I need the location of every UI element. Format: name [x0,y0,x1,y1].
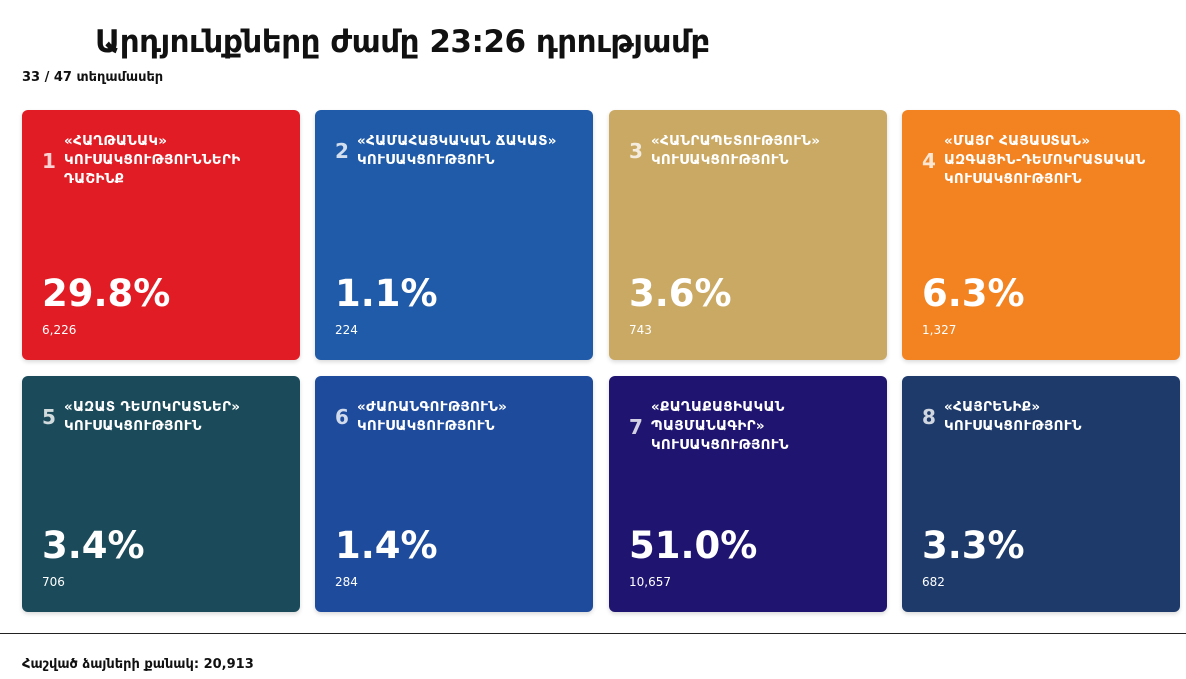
party-card: 6«ԺԱՌԱՆԳՈՒԹՅՈՒՆ» ԿՈՒՍԱԿՑՈՒԹՅՈՒՆ 1.4% 284 [315,376,593,612]
party-header: 2«ՀԱՄԱՀԱՅԿԱԿԱՆ ՃԱԿԱՏ» ԿՈՒՍԱԿՑՈՒԹՅՈՒՆ [335,132,579,170]
party-number: 7 [629,415,651,439]
party-name: «ԺԱՌԱՆԳՈՒԹՅՈՒՆ» ԿՈՒՍԱԿՑՈՒԹՅՈՒՆ [357,398,579,436]
party-card: 7«ՔԱՂԱՔԱՑԻԱԿԱՆ ՊԱՅՄԱՆԱԳԻՐ» ԿՈՒՍԱԿՑՈՒԹՅՈՒ… [609,376,887,612]
party-header: 8«ՀԱՅՐԵՆԻՔ» ԿՈՒՍԱԿՑՈՒԹՅՈՒՆ [922,398,1166,436]
party-header: 7«ՔԱՂԱՔԱՑԻԱԿԱՆ ՊԱՅՄԱՆԱԳԻՐ» ԿՈՒՍԱԿՑՈՒԹՅՈՒ… [629,398,873,455]
party-percent: 51.0% [629,524,757,567]
party-card: 4«ՄԱՅՐ ՀԱՅԱՍՏԱՆ» ԱԶԳԱՅԻՆ-ԴԵՄՈԿՐԱՏԱԿԱՆ ԿՈ… [902,110,1180,360]
divider [0,633,1186,634]
party-percent: 1.4% [335,524,438,567]
party-number: 2 [335,139,357,163]
party-card: 8«ՀԱՅՐԵՆԻՔ» ԿՈՒՍԱԿՑՈՒԹՅՈՒՆ 3.3% 682 [902,376,1180,612]
party-votes: 1,327 [922,323,956,337]
party-name: «ՀԱՆՐԱՊԵՏՈՒԹՅՈՒՆ» ԿՈՒՍԱԿՑՈՒԹՅՈՒՆ [651,132,873,170]
party-name: «ՔԱՂԱՔԱՑԻԱԿԱՆ ՊԱՅՄԱՆԱԳԻՐ» ԿՈՒՍԱԿՑՈՒԹՅՈՒՆ [651,398,873,455]
party-name: «ՀԱՅՐԵՆԻՔ» ԿՈՒՍԱԿՑՈՒԹՅՈՒՆ [944,398,1166,436]
party-votes: 682 [922,575,945,589]
party-percent: 3.3% [922,524,1025,567]
precincts-count: 33 / 47 տեղամասեր [22,70,163,85]
party-number: 1 [42,149,64,173]
party-header: 4«ՄԱՅՐ ՀԱՅԱՍՏԱՆ» ԱԶԳԱՅԻՆ-ԴԵՄՈԿՐԱՏԱԿԱՆ ԿՈ… [922,132,1166,189]
party-number: 6 [335,405,357,429]
party-votes: 6,226 [42,323,76,337]
party-name: «ԱԶԱՏ ԴԵՄՈԿՐԱՏՆԵՐ» ԿՈՒՍԱԿՑՈՒԹՅՈՒՆ [64,398,286,436]
total-votes: Հաշված ձայների քանակ: 20,913 [22,657,254,672]
party-header: 6«ԺԱՌԱՆԳՈՒԹՅՈՒՆ» ԿՈՒՍԱԿՑՈՒԹՅՈՒՆ [335,398,579,436]
party-votes: 284 [335,575,358,589]
party-header: 5«ԱԶԱՏ ԴԵՄՈԿՐԱՏՆԵՐ» ԿՈՒՍԱԿՑՈՒԹՅՈՒՆ [42,398,286,436]
party-card: 1«ՀԱՂԹԱՆԱԿ» ԿՈՒՍԱԿՑՈՒԹՅՈՒՆՆԵՐԻ ԴԱՇԻՆՔ 29.… [22,110,300,360]
party-votes: 10,657 [629,575,671,589]
party-percent: 3.4% [42,524,145,567]
party-name: «ՀԱՂԹԱՆԱԿ» ԿՈՒՍԱԿՑՈՒԹՅՈՒՆՆԵՐԻ ԴԱՇԻՆՔ [64,132,286,189]
party-percent: 3.6% [629,272,732,315]
party-number: 3 [629,139,651,163]
party-percent: 29.8% [42,272,170,315]
party-card: 3«ՀԱՆՐԱՊԵՏՈՒԹՅՈՒՆ» ԿՈՒՍԱԿՑՈՒԹՅՈՒՆ 3.6% 743 [609,110,887,360]
party-votes: 743 [629,323,652,337]
party-header: 1«ՀԱՂԹԱՆԱԿ» ԿՈՒՍԱԿՑՈՒԹՅՈՒՆՆԵՐԻ ԴԱՇԻՆՔ [42,132,286,189]
party-name: «ՀԱՄԱՀԱՅԿԱԿԱՆ ՃԱԿԱՏ» ԿՈՒՍԱԿՑՈՒԹՅՈՒՆ [357,132,579,170]
party-card: 5«ԱԶԱՏ ԴԵՄՈԿՐԱՏՆԵՐ» ԿՈՒՍԱԿՑՈՒԹՅՈՒՆ 3.4% 70… [22,376,300,612]
party-votes: 706 [42,575,65,589]
party-number: 4 [922,149,944,173]
party-number: 8 [922,405,944,429]
party-name: «ՄԱՅՐ ՀԱՅԱՍՏԱՆ» ԱԶԳԱՅԻՆ-ԴԵՄՈԿՐԱՏԱԿԱՆ ԿՈՒ… [944,132,1166,189]
party-header: 3«ՀԱՆՐԱՊԵՏՈՒԹՅՈՒՆ» ԿՈՒՍԱԿՑՈՒԹՅՈՒՆ [629,132,873,170]
party-votes: 224 [335,323,358,337]
party-percent: 6.3% [922,272,1025,315]
page-title: Արդյունքները ժամը 23:26 դրությամբ [95,24,710,60]
party-card: 2«ՀԱՄԱՀԱՅԿԱԿԱՆ ՃԱԿԱՏ» ԿՈՒՍԱԿՑՈՒԹՅՈՒՆ 1.1%… [315,110,593,360]
party-number: 5 [42,405,64,429]
party-percent: 1.1% [335,272,438,315]
